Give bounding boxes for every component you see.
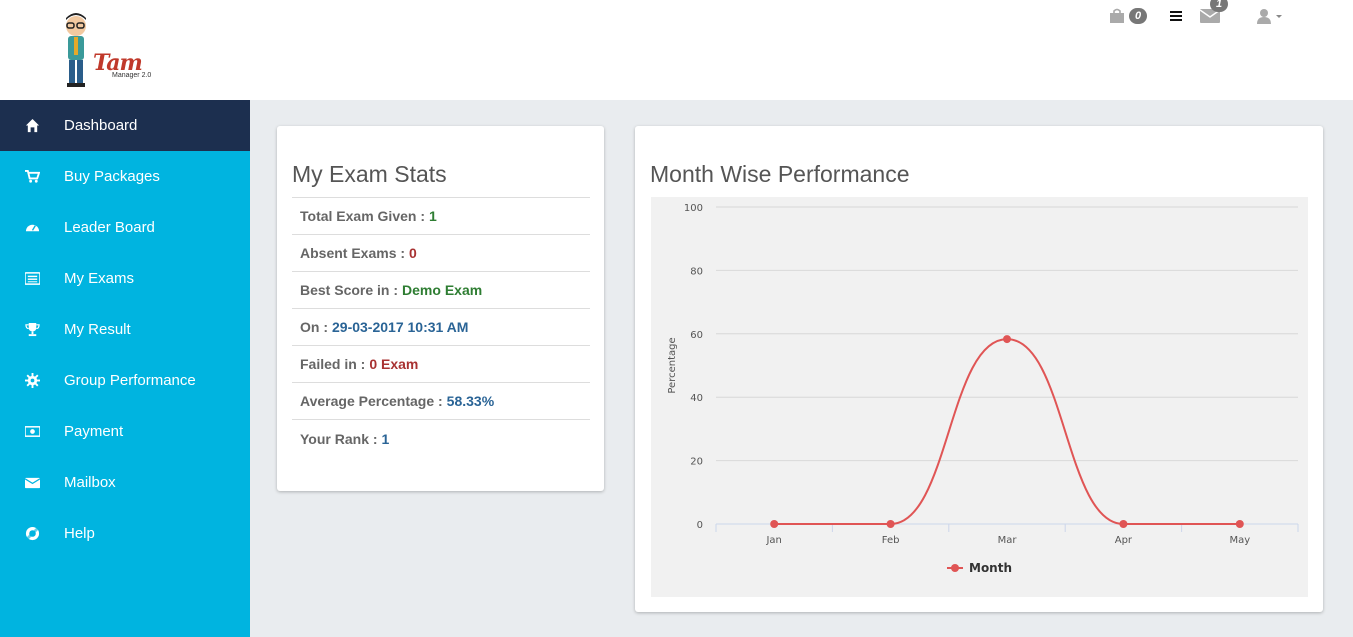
sidebar-item-label: Dashboard <box>64 117 138 134</box>
stat-absent-exams: Absent Exams : 0 <box>292 235 590 272</box>
caret-down-icon <box>1276 15 1282 18</box>
data-point <box>770 520 779 528</box>
cart-count-badge: 0 <box>1129 8 1148 24</box>
cart-dropdown[interactable]: 0 <box>1108 0 1148 32</box>
legend-marker <box>951 564 959 572</box>
data-point <box>1003 335 1011 344</box>
stat-value: Demo Exam <box>402 282 483 298</box>
shopping-bag-icon <box>1110 8 1124 23</box>
performance-title: Month Wise Performance <box>650 161 910 187</box>
stat-value: 1 <box>429 208 437 224</box>
gear-icon <box>0 373 64 388</box>
stat-failed-in: Failed in : 0 Exam <box>292 346 590 383</box>
money-icon <box>0 424 64 439</box>
sidebar-item-label: My Exams <box>64 270 135 287</box>
data-point <box>1119 520 1128 528</box>
stat-value: 0 Exam <box>369 356 419 372</box>
sidebar-item-my-exams[interactable]: My Exams <box>0 253 250 304</box>
logo-subtext: Manager 2.0 <box>112 72 152 79</box>
stat-label: Best Score in : <box>300 282 399 298</box>
stat-label: Absent Exams : <box>300 245 406 261</box>
envelope-icon <box>0 475 64 490</box>
data-point <box>1235 520 1244 528</box>
stat-label: On : <box>300 319 328 335</box>
app-logo[interactable]: Tam Manager 2.0 <box>58 12 158 90</box>
menu-toggle[interactable] <box>1170 0 1182 32</box>
data-point <box>886 520 895 528</box>
sidebar-item-label: Buy Packages <box>64 168 160 185</box>
sidebar-item-label: Leader Board <box>64 219 155 236</box>
sidebar-item-label: Mailbox <box>64 474 116 491</box>
mascot-icon <box>66 13 86 87</box>
sidebar-item-help[interactable]: Help <box>0 508 250 559</box>
mail-count-badge: 1 <box>1210 0 1229 12</box>
stat-total-exam-given: Total Exam Given : 1 <box>292 198 590 235</box>
y-tick-label: 100 <box>684 203 703 214</box>
x-tick-label: Jan <box>765 535 781 546</box>
stat-average-percentage: Average Percentage : 58.33% <box>292 383 590 420</box>
envelope-icon <box>1200 9 1220 23</box>
sidebar-item-label: Payment <box>64 423 124 440</box>
stat-value: 29-03-2017 10:31 AM <box>332 319 469 335</box>
stat-label: Total Exam Given : <box>300 208 425 224</box>
sidebar-item-leader-board[interactable]: Leader Board <box>0 202 250 253</box>
legend-label: Month <box>969 561 1012 575</box>
y-tick-label: 40 <box>690 393 703 404</box>
stats-list: Total Exam Given : 1 Absent Exams : 0 Be… <box>292 197 590 457</box>
sidebar-item-dashboard[interactable]: Dashboard <box>0 100 250 151</box>
month-performance-card: Month Wise Performance 0 20 40 60 80 100 Jan Fe… <box>635 126 1323 612</box>
y-tick-label: 80 <box>690 266 703 277</box>
cart-icon <box>0 169 64 184</box>
sidebar-item-mailbox[interactable]: Mailbox <box>0 457 250 508</box>
exam-stats-card: My Exam Stats Total Exam Given : 1 Absen… <box>277 126 604 491</box>
performance-line-chart: 0 20 40 60 80 100 Jan Feb Mar Apr May Percentage Mon… <box>667 203 1299 575</box>
x-tick-label: Feb <box>882 535 900 546</box>
stat-label: Average Percentage : <box>300 393 443 409</box>
mail-dropdown[interactable]: 1 <box>1200 0 1229 32</box>
logo-text: Tam <box>93 50 143 76</box>
stat-label: Your Rank : <box>300 430 378 447</box>
top-header: Tam Manager 2.0 0 1 <box>0 0 1353 100</box>
y-tick-label: 0 <box>697 520 703 531</box>
dashboard-gauge-icon <box>0 220 64 235</box>
stat-your-rank: Your Rank : 1 <box>292 420 590 457</box>
sidebar-item-label: Help <box>64 525 95 542</box>
x-tick-label: Mar <box>998 535 1018 546</box>
stat-value: 58.33% <box>446 393 495 409</box>
sidebar-item-payment[interactable]: Payment <box>0 406 250 457</box>
y-tick-label: 20 <box>690 457 703 468</box>
stat-value: 1 <box>381 430 390 447</box>
list-icon <box>0 271 64 286</box>
series-line <box>774 338 1240 525</box>
sidebar-item-group-performance[interactable]: Group Performance <box>0 355 250 406</box>
sidebar-item-buy-packages[interactable]: Buy Packages <box>0 151 250 202</box>
stat-best-score: Best Score in : Demo Exam <box>292 272 590 309</box>
stat-value: 0 <box>409 245 417 261</box>
home-icon <box>0 118 64 133</box>
stat-label: Failed in : <box>300 356 366 372</box>
sidebar-nav: Dashboard Buy Packages Leader Board My E… <box>0 100 250 637</box>
stat-on-date: On : 29-03-2017 10:31 AM <box>292 309 590 346</box>
sidebar-item-label: My Result <box>64 321 131 338</box>
performance-chart-area: 0 20 40 60 80 100 Jan Feb Mar Apr May Percentage Mon… <box>651 197 1308 597</box>
y-tick-label: 60 <box>690 330 703 341</box>
x-tick-label: May <box>1229 535 1250 546</box>
trophy-icon <box>0 322 64 337</box>
hamburger-icon <box>1170 11 1182 21</box>
user-icon <box>1257 9 1271 24</box>
life-ring-icon <box>0 526 64 541</box>
sidebar-item-label: Group Performance <box>64 372 196 389</box>
exam-stats-title: My Exam Stats <box>292 161 447 187</box>
user-dropdown[interactable] <box>1256 0 1284 32</box>
y-axis-label: Percentage <box>667 337 678 393</box>
x-tick-label: Apr <box>1115 535 1133 546</box>
sidebar-item-my-result[interactable]: My Result <box>0 304 250 355</box>
